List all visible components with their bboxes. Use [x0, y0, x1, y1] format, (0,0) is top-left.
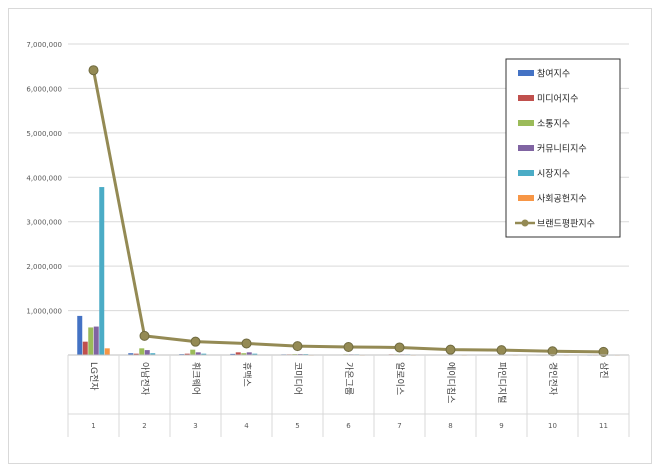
- bar: [93, 326, 99, 355]
- y-tick-label: 3,000,000: [26, 219, 62, 227]
- y-tick-label: 1,000,000: [26, 308, 62, 316]
- x-tick-label: 파인디지털: [496, 362, 508, 403]
- category-number: 3: [193, 422, 197, 430]
- bar: [82, 341, 88, 355]
- x-tick-label: 삼진: [598, 362, 609, 379]
- bar: [104, 348, 110, 355]
- bar: [190, 349, 196, 355]
- bar: [133, 353, 139, 355]
- x-tick-label: 경인전자: [547, 362, 559, 396]
- x-tick-label: 에이디칩스: [445, 362, 456, 403]
- x-tick-label: 코미디어: [292, 362, 303, 395]
- gridlines: [68, 43, 629, 312]
- legend-label: 참여지수: [537, 68, 570, 80]
- line-point: [139, 330, 150, 341]
- legend-marker: [521, 219, 529, 227]
- bar: [128, 353, 134, 355]
- legend-swatch: [518, 145, 534, 151]
- x-tick-label: 휘크웨어: [190, 362, 202, 395]
- line-point: [292, 341, 303, 352]
- brand-reputation-chart: 7,000,000 6,000,000 5,000,000 4,000,000 3,00…: [26, 41, 630, 437]
- category-number: 6: [346, 422, 351, 430]
- y-tick-label: 6,000,000: [26, 85, 62, 93]
- category-number: 11: [599, 422, 608, 430]
- bar: [184, 353, 190, 355]
- category-number: 2: [142, 422, 146, 430]
- chart-frame: 7,000,000 6,000,000 5,000,000 4,000,000 3,00…: [8, 8, 652, 464]
- y-tick-label: 5,000,000: [26, 130, 62, 138]
- legend-swatch: [518, 70, 534, 76]
- bar: [150, 353, 156, 355]
- legend-label: 시장지수: [537, 169, 570, 180]
- category-number: 1: [91, 422, 95, 430]
- line-series: [88, 65, 609, 357]
- bar: [195, 352, 201, 355]
- line-point: [394, 342, 405, 353]
- legend-label: 사회공헌지수: [537, 194, 587, 205]
- bar: [241, 353, 247, 355]
- legend-label: 커뮤니티지수: [537, 144, 587, 155]
- y-axis: 7,000,000 6,000,000 5,000,000 4,000,000 3,00…: [26, 41, 62, 316]
- legend-label: 미디어지수: [537, 94, 578, 105]
- x-tick-label: 아남전자: [139, 362, 150, 396]
- legend-swatch: [518, 95, 534, 101]
- category-number: 9: [499, 422, 503, 430]
- category-number: 10: [548, 422, 557, 430]
- line-point: [496, 345, 507, 356]
- bar: [201, 353, 207, 355]
- x-tick-label: 가온그룹: [343, 362, 354, 395]
- legend-swatch: [518, 120, 534, 126]
- category-number: 5: [295, 422, 299, 430]
- x-axis: LG전자 1 아남전자 2 휘크웨어 3 휴맥스 4 코미디어 5 가온그룹 6 알로이스 7 에이디칩스 8…: [67, 354, 630, 437]
- legend-swatch: [518, 195, 534, 201]
- legend-swatch: [518, 170, 534, 176]
- y-tick-label: 2,000,000: [26, 263, 62, 271]
- bar: [144, 350, 150, 355]
- bar: [235, 352, 241, 355]
- bar: [88, 327, 94, 355]
- line-point: [88, 65, 99, 76]
- y-tick-label: 7,000,000: [26, 41, 62, 49]
- line-point: [547, 346, 558, 357]
- bar: [77, 315, 83, 355]
- x-tick-label: LG전자: [88, 362, 99, 391]
- category-number: 4: [244, 422, 249, 430]
- line-point: [190, 336, 201, 347]
- legend-label: 브랜드평판지수: [537, 219, 595, 230]
- line-point: [598, 346, 609, 357]
- x-tick-label: 알로이스: [394, 362, 405, 395]
- category-number: 8: [448, 422, 452, 430]
- y-tick-label: 4,000,000: [26, 174, 62, 182]
- category-number: 7: [397, 422, 401, 430]
- bar: [252, 353, 258, 355]
- line-point: [445, 344, 456, 355]
- bar: [139, 348, 145, 355]
- x-tick-label: 휴맥스: [241, 362, 252, 387]
- legend-label: 소통지수: [537, 119, 570, 130]
- bar: [230, 353, 236, 355]
- bar: [99, 187, 105, 355]
- line-point: [343, 342, 354, 353]
- bar: [246, 352, 252, 355]
- line-point: [241, 338, 252, 349]
